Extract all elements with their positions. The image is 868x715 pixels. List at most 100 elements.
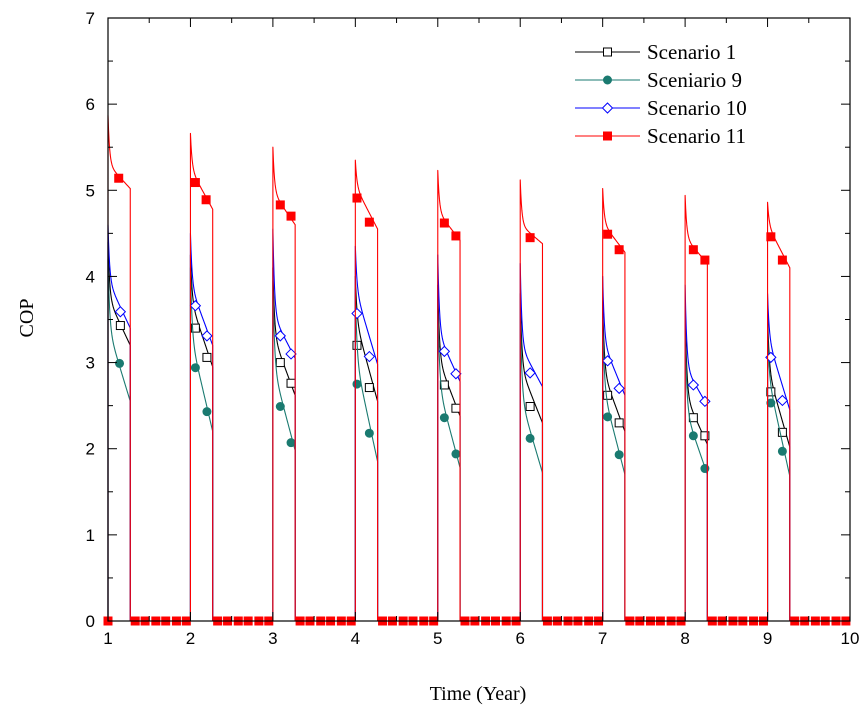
data-point — [275, 402, 285, 412]
data-point — [766, 398, 776, 408]
data-point — [275, 358, 285, 368]
data-point — [364, 428, 374, 438]
series-layer — [103, 114, 851, 626]
data-point — [352, 193, 362, 203]
data-point — [115, 358, 125, 368]
series-2 — [107, 258, 850, 622]
series-1 — [107, 241, 850, 622]
y-tick-label: 1 — [86, 526, 95, 545]
data-point — [687, 379, 700, 391]
data-point — [439, 413, 449, 423]
data-point — [614, 418, 624, 428]
data-point — [352, 379, 362, 389]
data-point — [524, 367, 536, 379]
data-point — [363, 350, 376, 363]
y-tick-label: 2 — [86, 440, 95, 459]
data-point — [450, 368, 462, 380]
data-point — [614, 450, 624, 460]
x-tick-label: 6 — [515, 629, 524, 648]
x-tick-label: 1 — [103, 629, 112, 648]
data-point — [439, 380, 449, 390]
data-point — [688, 245, 698, 255]
data-point — [700, 431, 710, 441]
x-tick-label: 10 — [841, 629, 860, 648]
data-point — [201, 195, 211, 205]
legend: Scenario 1 Sceniario 9 Scenario 10 Scenario… — [575, 40, 747, 148]
x-tick-label: 4 — [351, 629, 360, 648]
legend-label: Sceniario 9 — [647, 68, 742, 92]
data-point — [688, 431, 698, 441]
data-point — [603, 412, 613, 422]
data-point — [613, 382, 625, 395]
legend-item: Scenario 1 — [575, 40, 736, 64]
data-point — [274, 330, 287, 342]
series-line — [107, 224, 850, 622]
data-point — [777, 446, 787, 456]
series-3 — [107, 224, 850, 622]
y-axis-label: COP — [16, 299, 38, 338]
data-point — [286, 378, 296, 388]
data-point — [275, 200, 285, 210]
data-point — [114, 173, 124, 183]
data-point — [189, 300, 202, 312]
data-point — [525, 402, 535, 412]
data-point — [451, 449, 461, 459]
data-point — [451, 403, 461, 413]
data-point — [286, 211, 296, 221]
legend-item: Scenario 11 — [575, 124, 746, 148]
legend-marker — [603, 131, 612, 141]
data-point — [603, 229, 613, 239]
data-point — [700, 255, 710, 265]
data-point — [190, 323, 200, 333]
legend-label: Scenario 11 — [647, 124, 746, 148]
series-line — [107, 241, 850, 622]
x-tick-label: 3 — [268, 629, 277, 648]
legend-marker — [601, 102, 614, 114]
x-tick-label: 5 — [433, 629, 442, 648]
data-point — [286, 438, 296, 448]
data-point — [115, 321, 125, 331]
x-tick-label: 2 — [186, 629, 195, 648]
data-point — [202, 352, 212, 362]
data-point — [601, 355, 614, 367]
x-tick-label: 9 — [763, 629, 772, 648]
data-point — [439, 218, 449, 228]
legend-label: Scenario 1 — [647, 40, 736, 64]
data-point — [525, 233, 535, 243]
data-point — [451, 231, 461, 241]
data-point — [699, 395, 711, 408]
x-tick-label: 8 — [680, 629, 689, 648]
data-point — [766, 232, 776, 242]
x-tick-label: 7 — [598, 629, 607, 648]
series-4 — [103, 114, 851, 626]
legend-marker — [603, 75, 612, 85]
y-tick-label: 0 — [86, 612, 95, 631]
data-point — [114, 306, 127, 318]
data-point — [190, 178, 200, 188]
data-point — [777, 255, 787, 265]
legend-item: Sceniario 9 — [575, 68, 742, 92]
series-line — [107, 258, 850, 622]
legend-item: Scenario 10 — [575, 96, 747, 120]
y-tick-label: 7 — [86, 9, 95, 28]
x-axis-label: Time (Year) — [430, 683, 527, 705]
y-tick-label: 5 — [86, 181, 95, 200]
data-point — [364, 383, 374, 393]
data-point — [285, 348, 297, 360]
data-point — [438, 345, 451, 358]
legend-marker — [603, 47, 612, 57]
y-tick-label: 3 — [86, 354, 95, 373]
series-line — [107, 114, 850, 622]
legend-label: Scenario 10 — [647, 96, 747, 120]
data-point — [776, 394, 789, 407]
data-point — [201, 330, 213, 342]
data-point — [777, 427, 787, 437]
y-tick-label: 4 — [86, 267, 95, 286]
data-point — [364, 217, 374, 227]
y-tick-label: 6 — [86, 95, 95, 114]
data-point — [525, 433, 535, 443]
data-point — [603, 390, 613, 400]
